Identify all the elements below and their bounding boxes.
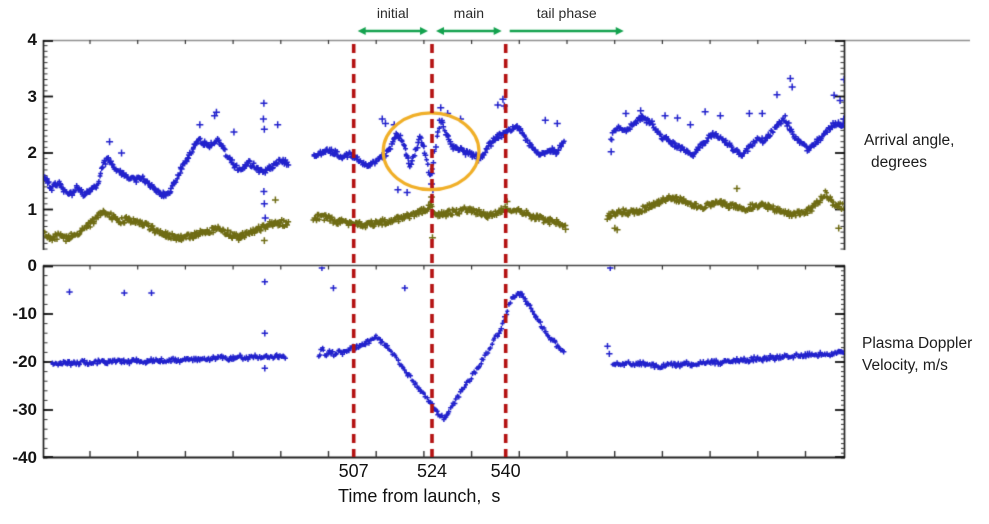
bottom-ytick-label: -10 [12, 304, 37, 323]
top-ytick-label: 3 [27, 86, 37, 106]
event-time-label: 507 [338, 461, 369, 481]
bottom-panel-ylabel-line2: Velocity, m/s [862, 357, 948, 374]
bottom-ytick-label: -30 [12, 400, 37, 419]
bottom-ytick-label: 0 [27, 256, 37, 275]
x-axis-label: Time from launch, s [338, 486, 501, 506]
bottom-panel-ylabel-line1: Plasma Doppler [862, 335, 973, 352]
top-panel-ylabel-line1: Arrival angle, [864, 132, 955, 149]
phase-label-main: main [453, 5, 485, 21]
event-time-label: 524 [416, 461, 448, 481]
phase-label-initial: initial [376, 5, 409, 21]
top-ytick-label: 2 [27, 143, 37, 162]
top-ytick-label: 1 [27, 199, 37, 219]
bottom-ytick-label: -20 [12, 352, 37, 371]
phase-label-tail: tail phase [536, 5, 597, 21]
top-ytick-label: 4 [27, 30, 37, 49]
bottom-ytick-label: -40 [12, 448, 37, 467]
top-panel-ylabel-line2: degrees [871, 154, 928, 171]
event-time-label: 540 [490, 461, 521, 481]
